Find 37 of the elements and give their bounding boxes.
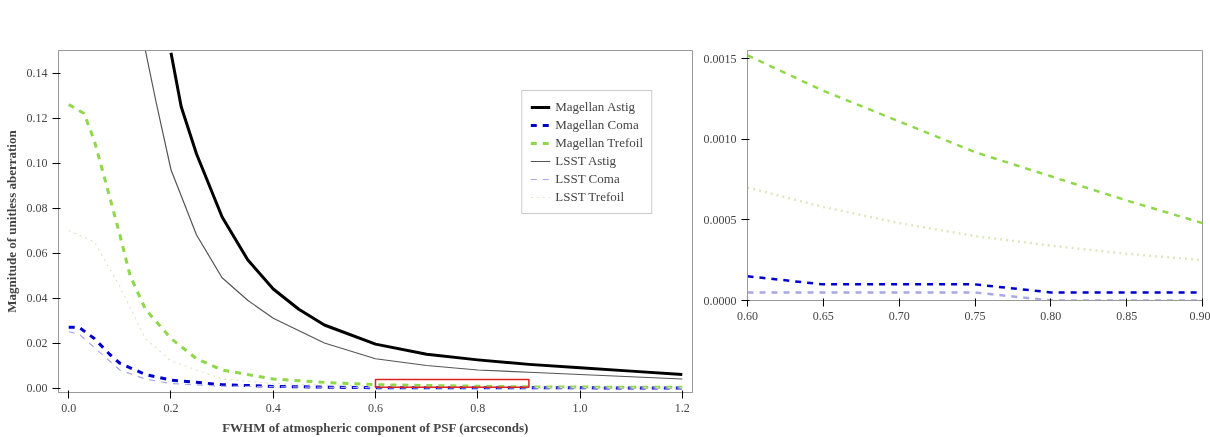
y-tick-label: 0.00 <box>26 381 48 395</box>
x-tick-label: 0.85 <box>1116 308 1138 323</box>
x-tick-label: 0.90 <box>1189 308 1210 323</box>
y-tick-label: 0.02 <box>26 336 48 350</box>
x-tick-label: 1.2 <box>674 400 690 415</box>
x-tick-label: 0.6 <box>368 400 383 415</box>
x-tick-label: 0.75 <box>964 308 986 323</box>
legend-label: LSST Coma <box>555 171 620 187</box>
x-tick-label: 0.0 <box>61 400 77 415</box>
line-series <box>747 54 1203 225</box>
line-series <box>67 103 684 389</box>
legend-label: Magellan Trefoil <box>555 135 643 151</box>
y-tick-label: 0.06 <box>26 246 48 260</box>
y-tick-label: 0.0000 <box>703 293 737 308</box>
y-tick-label: 0.08 <box>26 201 48 215</box>
y-tick-label: 0.14 <box>26 66 48 80</box>
x-tick-label: 1.0 <box>572 400 588 415</box>
x-tick-label: 0.65 <box>812 308 834 323</box>
legend-label: LSST Trefoil <box>555 189 625 205</box>
x-tick-label: 0.8 <box>470 400 486 415</box>
y-tick-label: 0.12 <box>26 111 48 125</box>
x-tick-label: 0.4 <box>265 400 281 415</box>
y-tick-label: 0.0005 <box>703 212 737 227</box>
x-tick-label: 0.70 <box>888 308 910 323</box>
x-axis-title: FWHM of atmospheric component of PSF (arcseconds) <box>222 419 529 435</box>
x-tick-label: 0.2 <box>163 400 179 415</box>
y-axis-title: Magnitude of unitless aberration <box>3 129 19 313</box>
y-tick-label: 0.0010 <box>703 132 737 147</box>
y-tick-label: 0.0015 <box>703 51 737 66</box>
y-tick-label: 0.04 <box>26 291 48 305</box>
x-tick-label: 0.60 <box>737 308 758 323</box>
line-series <box>68 229 683 389</box>
x-tick-label: 0.80 <box>1040 308 1062 323</box>
legend-label: Magellan Astig <box>555 99 636 115</box>
legend-label: Magellan Coma <box>555 117 639 133</box>
y-tick-label: 0.10 <box>26 156 48 170</box>
legend-label: LSST Astig <box>555 153 617 169</box>
